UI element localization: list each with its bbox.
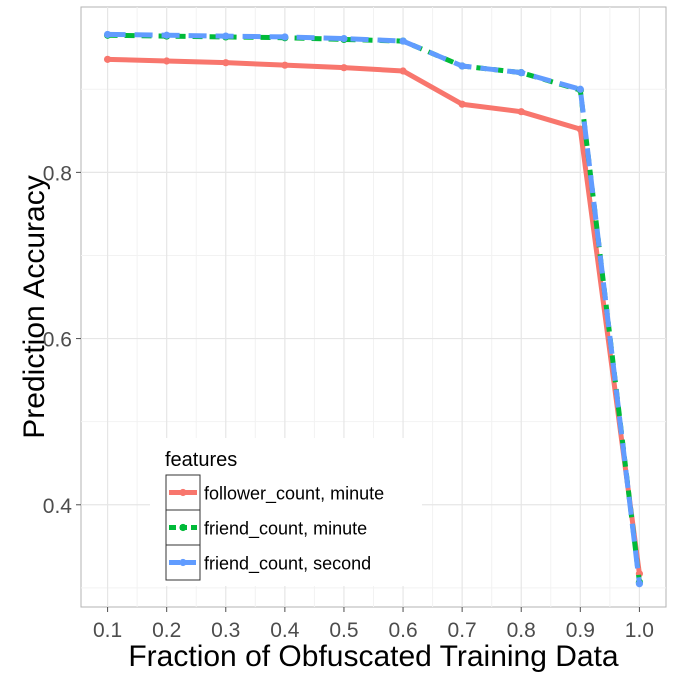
grid-lines bbox=[81, 7, 666, 607]
x-tick-label: 0.3 bbox=[211, 619, 240, 642]
data-point bbox=[399, 37, 407, 45]
x-tick-label: 0.1 bbox=[93, 619, 122, 642]
x-tick-label: 0.8 bbox=[507, 619, 536, 642]
x-tick-label: 0.2 bbox=[152, 619, 181, 642]
legend-label: follower_count, minute bbox=[204, 484, 384, 505]
data-point bbox=[340, 64, 348, 72]
legend-item: follower_count, minute bbox=[165, 474, 384, 511]
data-point bbox=[576, 125, 584, 133]
legend-label: friend_count, minute bbox=[204, 519, 367, 540]
data-point bbox=[340, 34, 348, 43]
axis-ticks: 0.1 0.2 0.3 0.4 0.5 0.6 0.7 0.8 0.9 1.0 0.4 0.6 0.8 bbox=[43, 162, 654, 642]
y-tick-label: 0.4 bbox=[43, 495, 73, 518]
data-point bbox=[517, 108, 525, 116]
legend-label: friend_count, second bbox=[204, 554, 371, 575]
y-tick-label: 0.6 bbox=[43, 329, 72, 352]
x-tick-label: 0.9 bbox=[566, 619, 595, 642]
legend-key-point bbox=[179, 488, 187, 497]
series-line bbox=[107, 31, 642, 585]
series-1 bbox=[103, 55, 644, 578]
x-tick-label: 0.4 bbox=[270, 619, 300, 642]
x-tick-label: 0.7 bbox=[448, 619, 477, 642]
x-tick-label: 0.6 bbox=[388, 619, 417, 642]
data-point bbox=[222, 32, 230, 40]
series-layer bbox=[103, 30, 644, 588]
legend-item: friend_count, second bbox=[165, 544, 371, 581]
data-point bbox=[163, 57, 171, 65]
series-3 bbox=[103, 30, 644, 588]
x-tick-label: 0.5 bbox=[329, 619, 358, 642]
data-point bbox=[281, 33, 289, 41]
x-axis-title: Fraction of Obfuscated Training Data bbox=[128, 640, 619, 673]
data-point bbox=[281, 61, 289, 69]
x-tick-label: 1.0 bbox=[625, 619, 654, 642]
data-point bbox=[458, 100, 466, 108]
y-tick-label: 0.8 bbox=[43, 162, 72, 185]
y-axis-title: Prediction Accuracy bbox=[18, 175, 51, 438]
legend-key-point bbox=[179, 558, 187, 567]
legend-key-point bbox=[179, 523, 187, 532]
data-point bbox=[517, 69, 525, 77]
data-point bbox=[635, 580, 644, 588]
data-point bbox=[103, 30, 112, 39]
data-point bbox=[576, 85, 584, 93]
data-point bbox=[163, 31, 171, 39]
data-point bbox=[399, 67, 407, 75]
legend: features follower_count, minute friend_co… bbox=[150, 438, 422, 586]
legend-item: friend_count, minute bbox=[165, 509, 367, 546]
series-line bbox=[107, 56, 642, 575]
legend-title: features bbox=[165, 449, 237, 471]
data-point bbox=[458, 62, 466, 70]
legend-keys: follower_count, minute friend_count, minu… bbox=[165, 474, 384, 581]
data-point bbox=[222, 59, 230, 67]
data-point bbox=[103, 55, 112, 63]
